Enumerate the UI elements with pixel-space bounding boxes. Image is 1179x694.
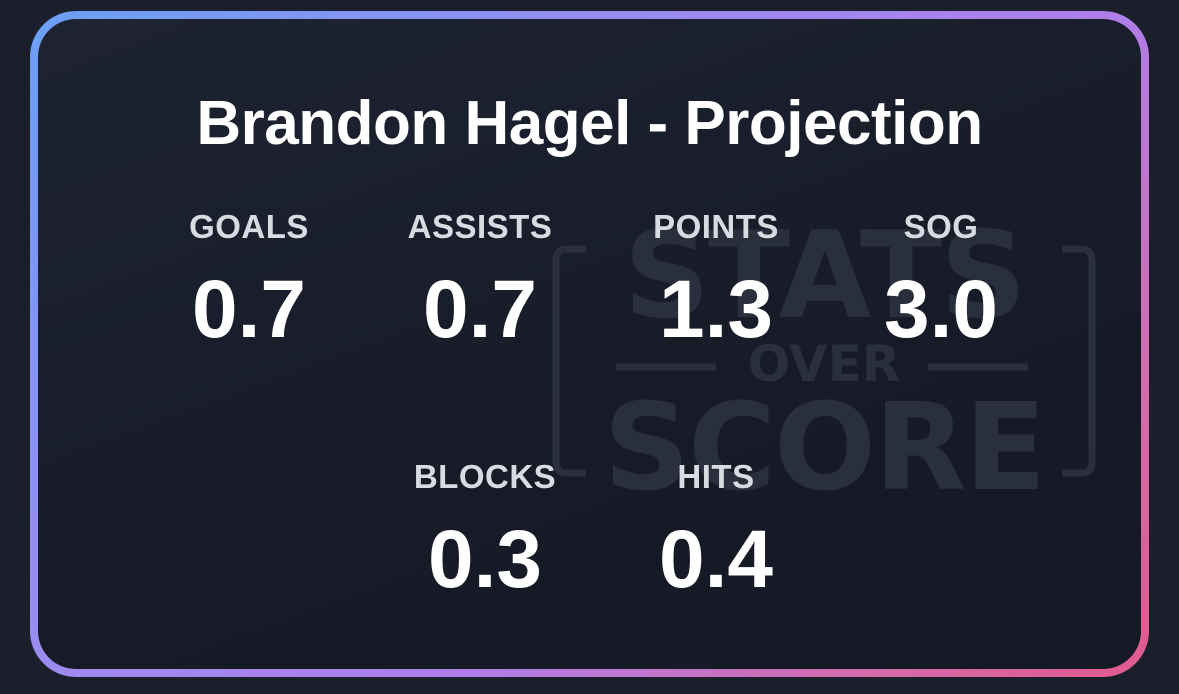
- stat-value: 0.4: [659, 514, 773, 605]
- stat-label: ASSISTS: [407, 208, 553, 245]
- stat-blocks: BLOCKS 0.3: [365, 460, 605, 601]
- stat-value: 0.7: [192, 264, 306, 355]
- stat-label: GOALS: [189, 208, 309, 245]
- stat-sog: SOG 3.0: [821, 210, 1061, 351]
- stat-value: 0.3: [428, 514, 542, 605]
- stat-points: POINTS 1.3: [596, 210, 836, 351]
- stat-label: SOG: [903, 208, 979, 245]
- stat-goals: GOALS 0.7: [129, 210, 369, 351]
- projection-card-border: STATS OVER SCORE Brandon Hagel - Project…: [30, 11, 1149, 677]
- stat-hits: HITS 0.4: [596, 460, 836, 601]
- card-title: Brandon Hagel - Projection: [196, 89, 983, 158]
- stat-value: 1.3: [659, 264, 773, 355]
- stat-value: 0.7: [423, 264, 537, 355]
- stat-value: 3.0: [884, 264, 998, 355]
- stat-label: HITS: [677, 458, 755, 495]
- projection-card: STATS OVER SCORE Brandon Hagel - Project…: [38, 19, 1141, 669]
- stat-label: BLOCKS: [413, 458, 557, 495]
- stat-label: POINTS: [653, 208, 779, 245]
- stat-assists: ASSISTS 0.7: [360, 210, 600, 351]
